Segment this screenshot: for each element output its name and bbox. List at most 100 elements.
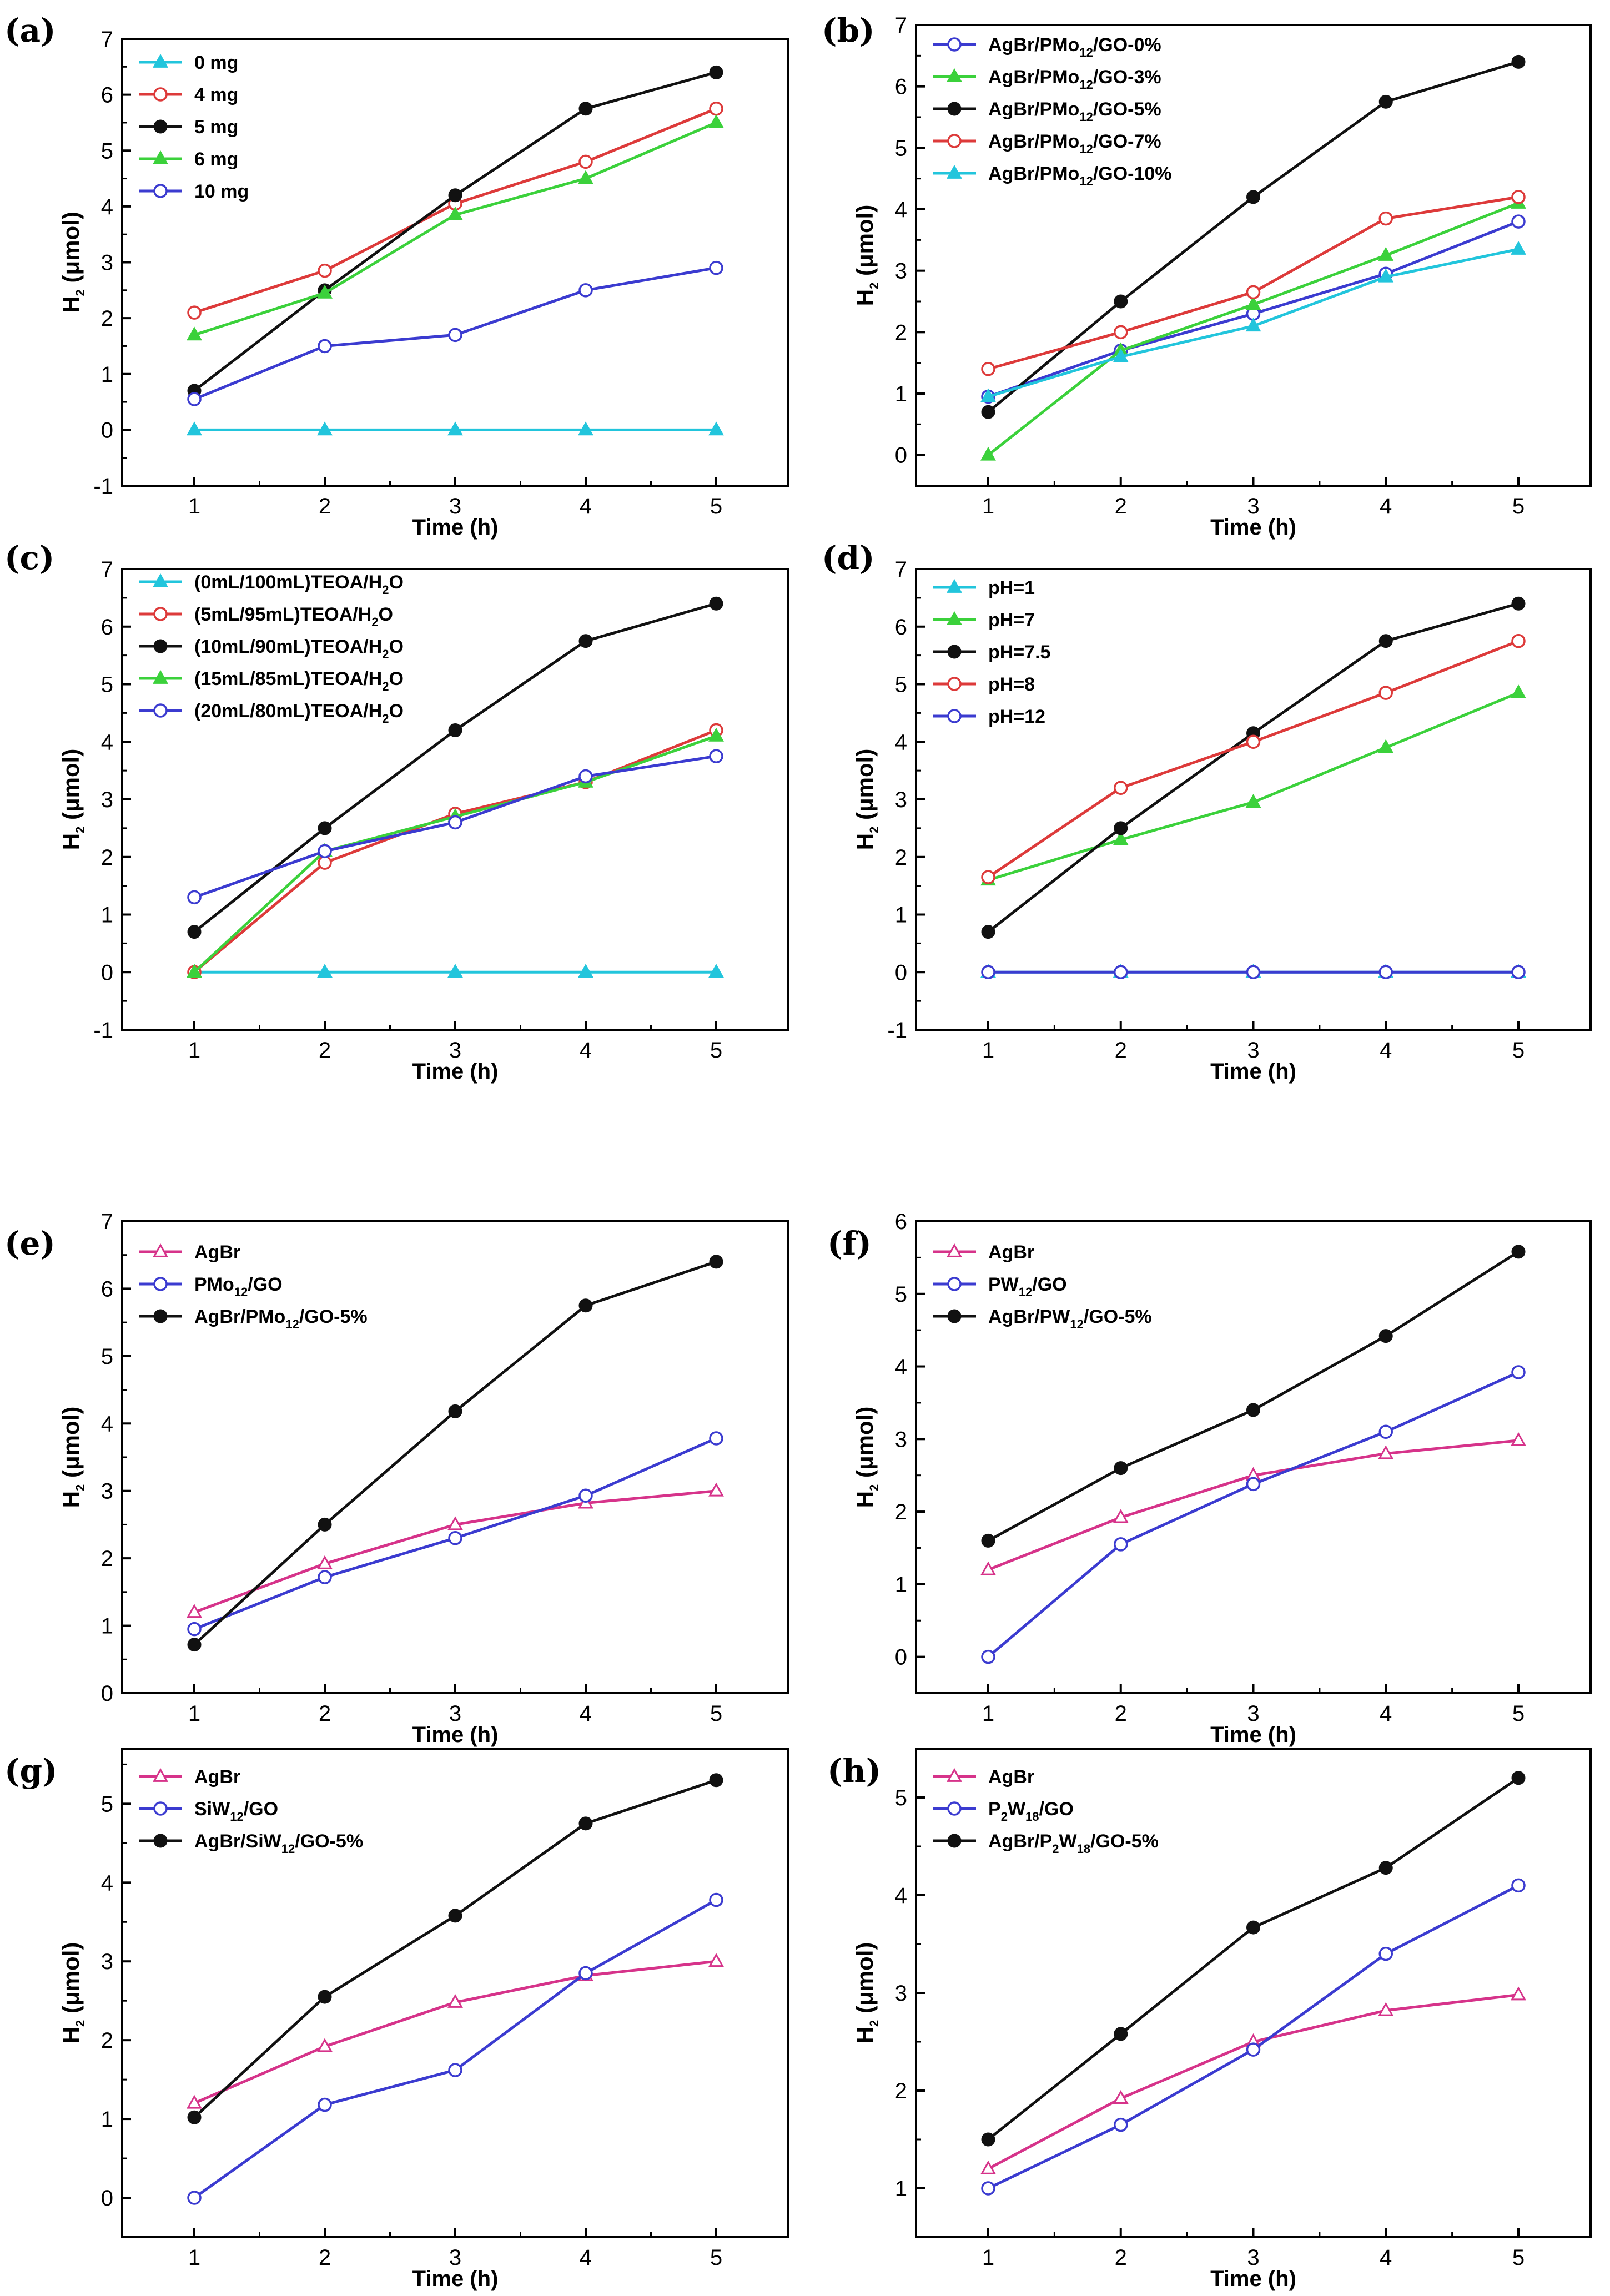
chart-c-ytick-label: 0 bbox=[101, 960, 113, 985]
chart-d-point-ph-12 bbox=[1246, 965, 1261, 979]
chart-b-xtick-label: 5 bbox=[1512, 494, 1525, 518]
chart-b-series-agbr-pmo12-go-5 bbox=[981, 54, 1526, 419]
chart-e-point-agbr bbox=[708, 1482, 724, 1497]
chart-g-panel-label: (g) bbox=[4, 1752, 57, 1790]
chart-c-xtick-label: 2 bbox=[319, 1038, 331, 1063]
chart-a-point-0-mg bbox=[317, 421, 333, 436]
chart-a-legend-label: 5 mg bbox=[194, 117, 238, 138]
chart-c-ytick-label: 7 bbox=[101, 557, 113, 582]
chart-c-xlabel: Time (h) bbox=[412, 1059, 499, 1084]
chart-f-point-agbr-pw12-go-5 bbox=[1378, 1329, 1393, 1343]
chart-a: (a) -1 0 1 2 3 4 5 6 7 1 2 3 4 5 Time (h) H2 (μmol) 0 mg 4… bbox=[4, 12, 789, 540]
chart-a-ytick-label: 2 bbox=[101, 306, 113, 331]
chart-b-ytick-label: 3 bbox=[895, 259, 907, 284]
chart-f-xtick-label: 3 bbox=[1247, 1701, 1259, 1726]
chart-e-series-agbr bbox=[187, 1482, 724, 1618]
chart-h-point-p2w18-go bbox=[1114, 2117, 1128, 2132]
chart-b-ytick-label: 7 bbox=[895, 13, 907, 38]
chart-f-point-pw12-go bbox=[1378, 1424, 1393, 1439]
chart-c-legend-label: (5mL/95mL)TEOA/H2O bbox=[194, 604, 393, 629]
chart-a-point-5-mg bbox=[578, 102, 593, 116]
chart-g-point-agbr-siw12-go-5 bbox=[578, 1816, 593, 1831]
chart-c-xtick-label: 1 bbox=[188, 1038, 200, 1063]
chart-c-ytick-label: -1 bbox=[93, 1018, 113, 1043]
chart-e: (e) 0 1 2 3 4 5 6 7 1 2 3 4 5 Time (h) H2 (μmol) AgBr PMo… bbox=[4, 1210, 789, 1747]
chart-f-panel-label: (f) bbox=[827, 1225, 872, 1262]
chart-c-point-20ml-80ml-teoa-h2o bbox=[187, 890, 202, 905]
chart-h-series-agbr-p2w18-go-5 bbox=[981, 1771, 1526, 2147]
chart-a-point-0-mg bbox=[578, 421, 593, 436]
chart-f-point-agbr bbox=[1511, 1432, 1526, 1446]
chart-f-ytick-label: 5 bbox=[895, 1282, 907, 1307]
chart-a-series-6-mg bbox=[187, 114, 724, 341]
chart-g-point-agbr bbox=[447, 1993, 463, 2008]
chart-c-legend-marker bbox=[153, 607, 168, 621]
chart-g-point-siw12-go bbox=[448, 2063, 462, 2077]
chart-f-point-pw12-go bbox=[1246, 1477, 1261, 1492]
chart-b-ytick-label: 4 bbox=[895, 198, 907, 222]
chart-g-xtick-label: 4 bbox=[580, 2245, 592, 2270]
chart-f-legend-marker bbox=[947, 1243, 962, 1257]
chart-e-ytick-label: 3 bbox=[101, 1479, 113, 1504]
chart-e-ytick-label: 7 bbox=[101, 1210, 113, 1234]
chart-g-point-siw12-go bbox=[709, 1892, 723, 1907]
chart-a-point-5-mg bbox=[709, 65, 723, 79]
chart-d-xtick-label: 2 bbox=[1115, 1038, 1127, 1063]
chart-h-point-agbr-p2w18-go-5 bbox=[1378, 1861, 1393, 1875]
chart-a-xtick-label: 2 bbox=[319, 494, 331, 518]
chart-g-ytick-label: 4 bbox=[101, 1871, 113, 1895]
chart-h-point-agbr-p2w18-go-5 bbox=[981, 2132, 995, 2147]
chart-g-ytick-label: 1 bbox=[101, 2107, 113, 2132]
chart-c-ytick-label: 5 bbox=[101, 673, 113, 697]
chart-b-legend-marker bbox=[947, 68, 962, 82]
chart-e-series-agbr-pmo12-go-5 bbox=[187, 1255, 723, 1652]
chart-h-legend-label: AgBr bbox=[988, 1766, 1034, 1788]
chart-d-ytick-label: 1 bbox=[895, 903, 907, 928]
chart-a-legend-label: 6 mg bbox=[194, 149, 238, 170]
chart-g-legend-label: SiW12/GO bbox=[194, 1799, 278, 1824]
chart-f-xtick-label: 5 bbox=[1512, 1701, 1525, 1726]
chart-b-legend-label: AgBr/PMo12/GO-5% bbox=[988, 99, 1161, 124]
chart-a-legend-label: 10 mg bbox=[194, 181, 249, 202]
chart-h-point-agbr bbox=[1378, 2002, 1394, 2016]
chart-f-xtick-label: 2 bbox=[1115, 1701, 1127, 1726]
chart-a-point-4-mg bbox=[578, 154, 593, 169]
chart-e-ytick-label: 0 bbox=[101, 1681, 113, 1706]
chart-f-legend-label: AgBr bbox=[988, 1242, 1034, 1263]
chart-d-xtick-label: 3 bbox=[1247, 1038, 1259, 1063]
chart-d-point-ph-12 bbox=[1511, 965, 1526, 979]
chart-a-point-4-mg bbox=[187, 305, 202, 320]
chart-b-legend-label: AgBr/PMo12/GO-10% bbox=[988, 163, 1172, 188]
chart-h-series-p2w18-go bbox=[981, 1878, 1526, 2196]
chart-e-point-agbr-pmo12-go-5 bbox=[318, 1517, 332, 1532]
chart-f-series-pw12-go bbox=[981, 1365, 1526, 1664]
chart-h-ytick-label: 4 bbox=[895, 1884, 907, 1908]
chart-f-ytick-label: 0 bbox=[895, 1645, 907, 1670]
chart-a-legend: 0 mg 4 mg 5 mg 6 mg 10 mg bbox=[139, 52, 249, 202]
chart-d-point-ph-12 bbox=[1114, 965, 1128, 979]
chart-d-point-ph-8 bbox=[1378, 686, 1393, 700]
chart-b-legend-label: AgBr/PMo12/GO-0% bbox=[988, 34, 1161, 59]
chart-e-xtick-label: 4 bbox=[580, 1701, 592, 1726]
chart-c-point-15ml-85ml-teoa-h2o bbox=[708, 727, 724, 742]
chart-a-ytick-label: 4 bbox=[101, 195, 113, 219]
chart-a-legend-marker bbox=[153, 87, 168, 102]
chart-c-legend-marker bbox=[153, 573, 168, 587]
chart-h-legend: AgBr P2W18/GO AgBr/P2W18/GO-5% bbox=[933, 1766, 1159, 1856]
chart-a-series-0-mg bbox=[187, 421, 724, 436]
chart-a-point-0-mg bbox=[708, 421, 724, 436]
chart-a-ytick-label: 0 bbox=[101, 418, 113, 442]
chart-a-ytick-label: 5 bbox=[101, 139, 113, 163]
chart-d-legend-marker bbox=[947, 645, 962, 659]
chart-c-ytick-label: 3 bbox=[101, 788, 113, 812]
chart-e-ylabel: H2 (μmol) bbox=[58, 1407, 87, 1508]
chart-d-legend-label: pH=7.5 bbox=[988, 642, 1050, 663]
chart-g: (g) 0 1 2 3 4 5 1 2 3 4 5 Time (h) H2 (μmol) AgBr SiW12… bbox=[4, 1748, 789, 2291]
chart-d-point-ph-7 bbox=[1511, 684, 1526, 698]
chart-d-series-ph-12 bbox=[981, 965, 1526, 979]
chart-b-xtick-label: 3 bbox=[1247, 494, 1259, 518]
chart-b-point-agbr-pmo12-go-5 bbox=[981, 405, 995, 419]
chart-f-point-agbr bbox=[1113, 1509, 1129, 1523]
